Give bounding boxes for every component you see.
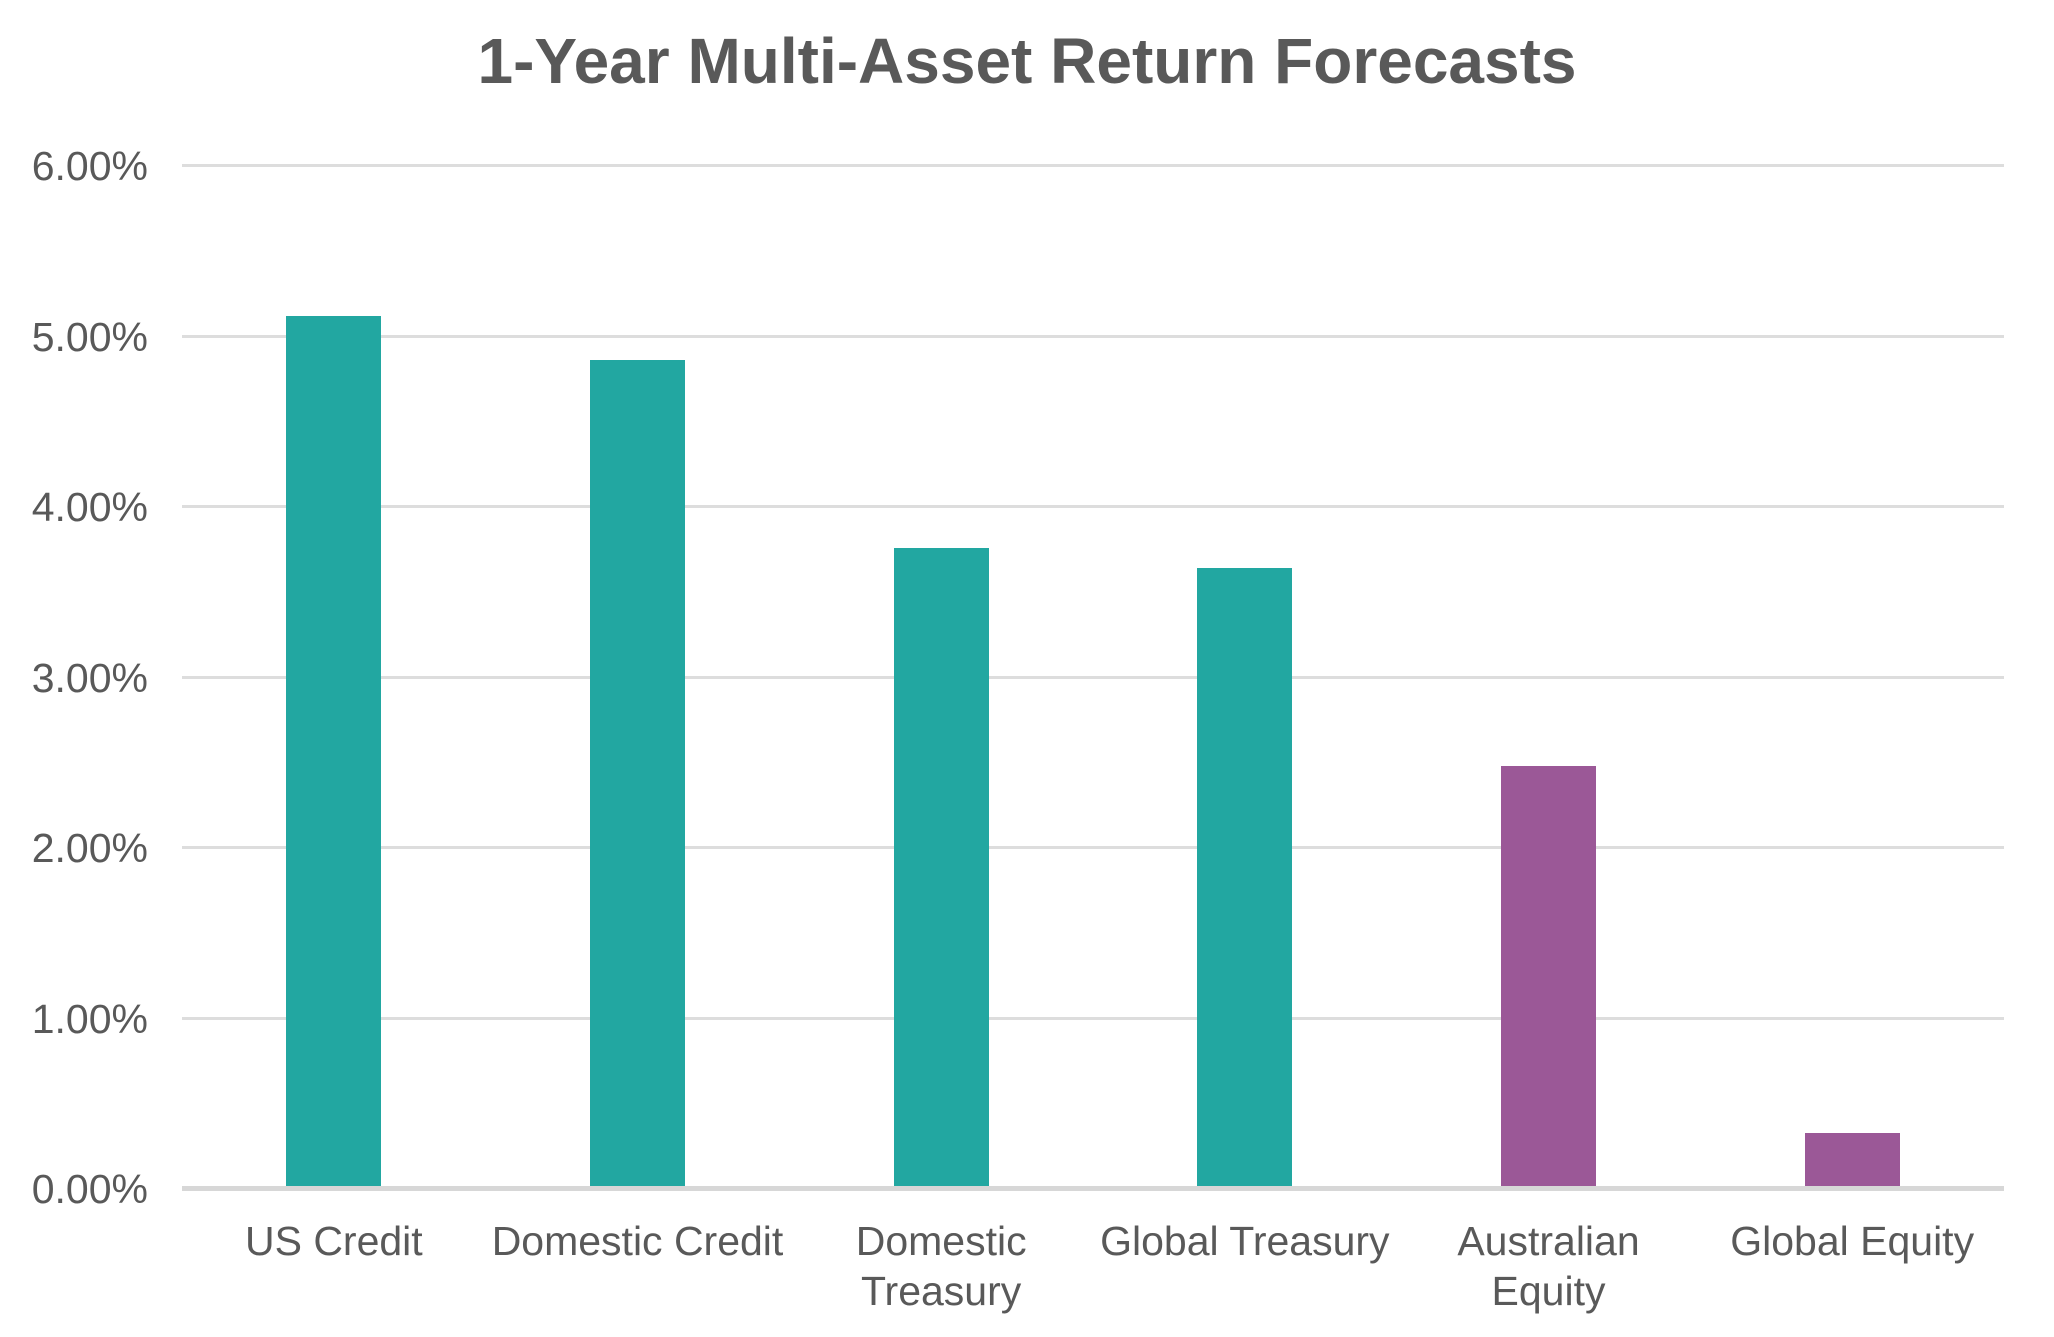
x-axis-category-label: Australian Equity [1457,1218,1640,1314]
bar-global-treasury [1197,568,1293,1189]
y-axis-tick-label: 4.00% [31,484,148,530]
gridline [182,334,2004,338]
gridline [182,164,2004,167]
x-axis-category-label: Global Treasury [1100,1218,1390,1264]
chart-title: 1-Year Multi-Asset Return Forecasts [477,25,1577,97]
x-axis-line [182,1186,2004,1191]
gridline [182,846,2004,849]
x-axis-category-label: Domestic Treasury [855,1218,1027,1314]
bar-global-equity [1804,1133,1900,1189]
y-axis-tick-label: 2.00% [31,825,148,871]
x-axis-category-label: Domestic Credit [491,1218,784,1264]
bar-australian-equity [1501,766,1596,1189]
y-axis-tick-label: 3.00% [31,654,148,701]
gridline [182,675,2004,679]
gridline [182,505,2004,508]
x-axis-category-label: Global Equity [1730,1218,1975,1264]
y-axis-tick-label: 6.00% [31,143,148,189]
y-axis-tick-label: 0.00% [31,1166,148,1212]
y-axis-tick-label: 1.00% [31,995,148,1042]
y-axis-tick-label: 5.00% [31,313,148,360]
bar-us-credit [286,316,382,1189]
bar-domestic-credit [590,360,685,1189]
plot-area [182,164,2004,1191]
bar-domestic-treasury [893,548,989,1189]
gridline [182,1016,2004,1020]
x-axis-category-label: US Credit [244,1218,423,1264]
